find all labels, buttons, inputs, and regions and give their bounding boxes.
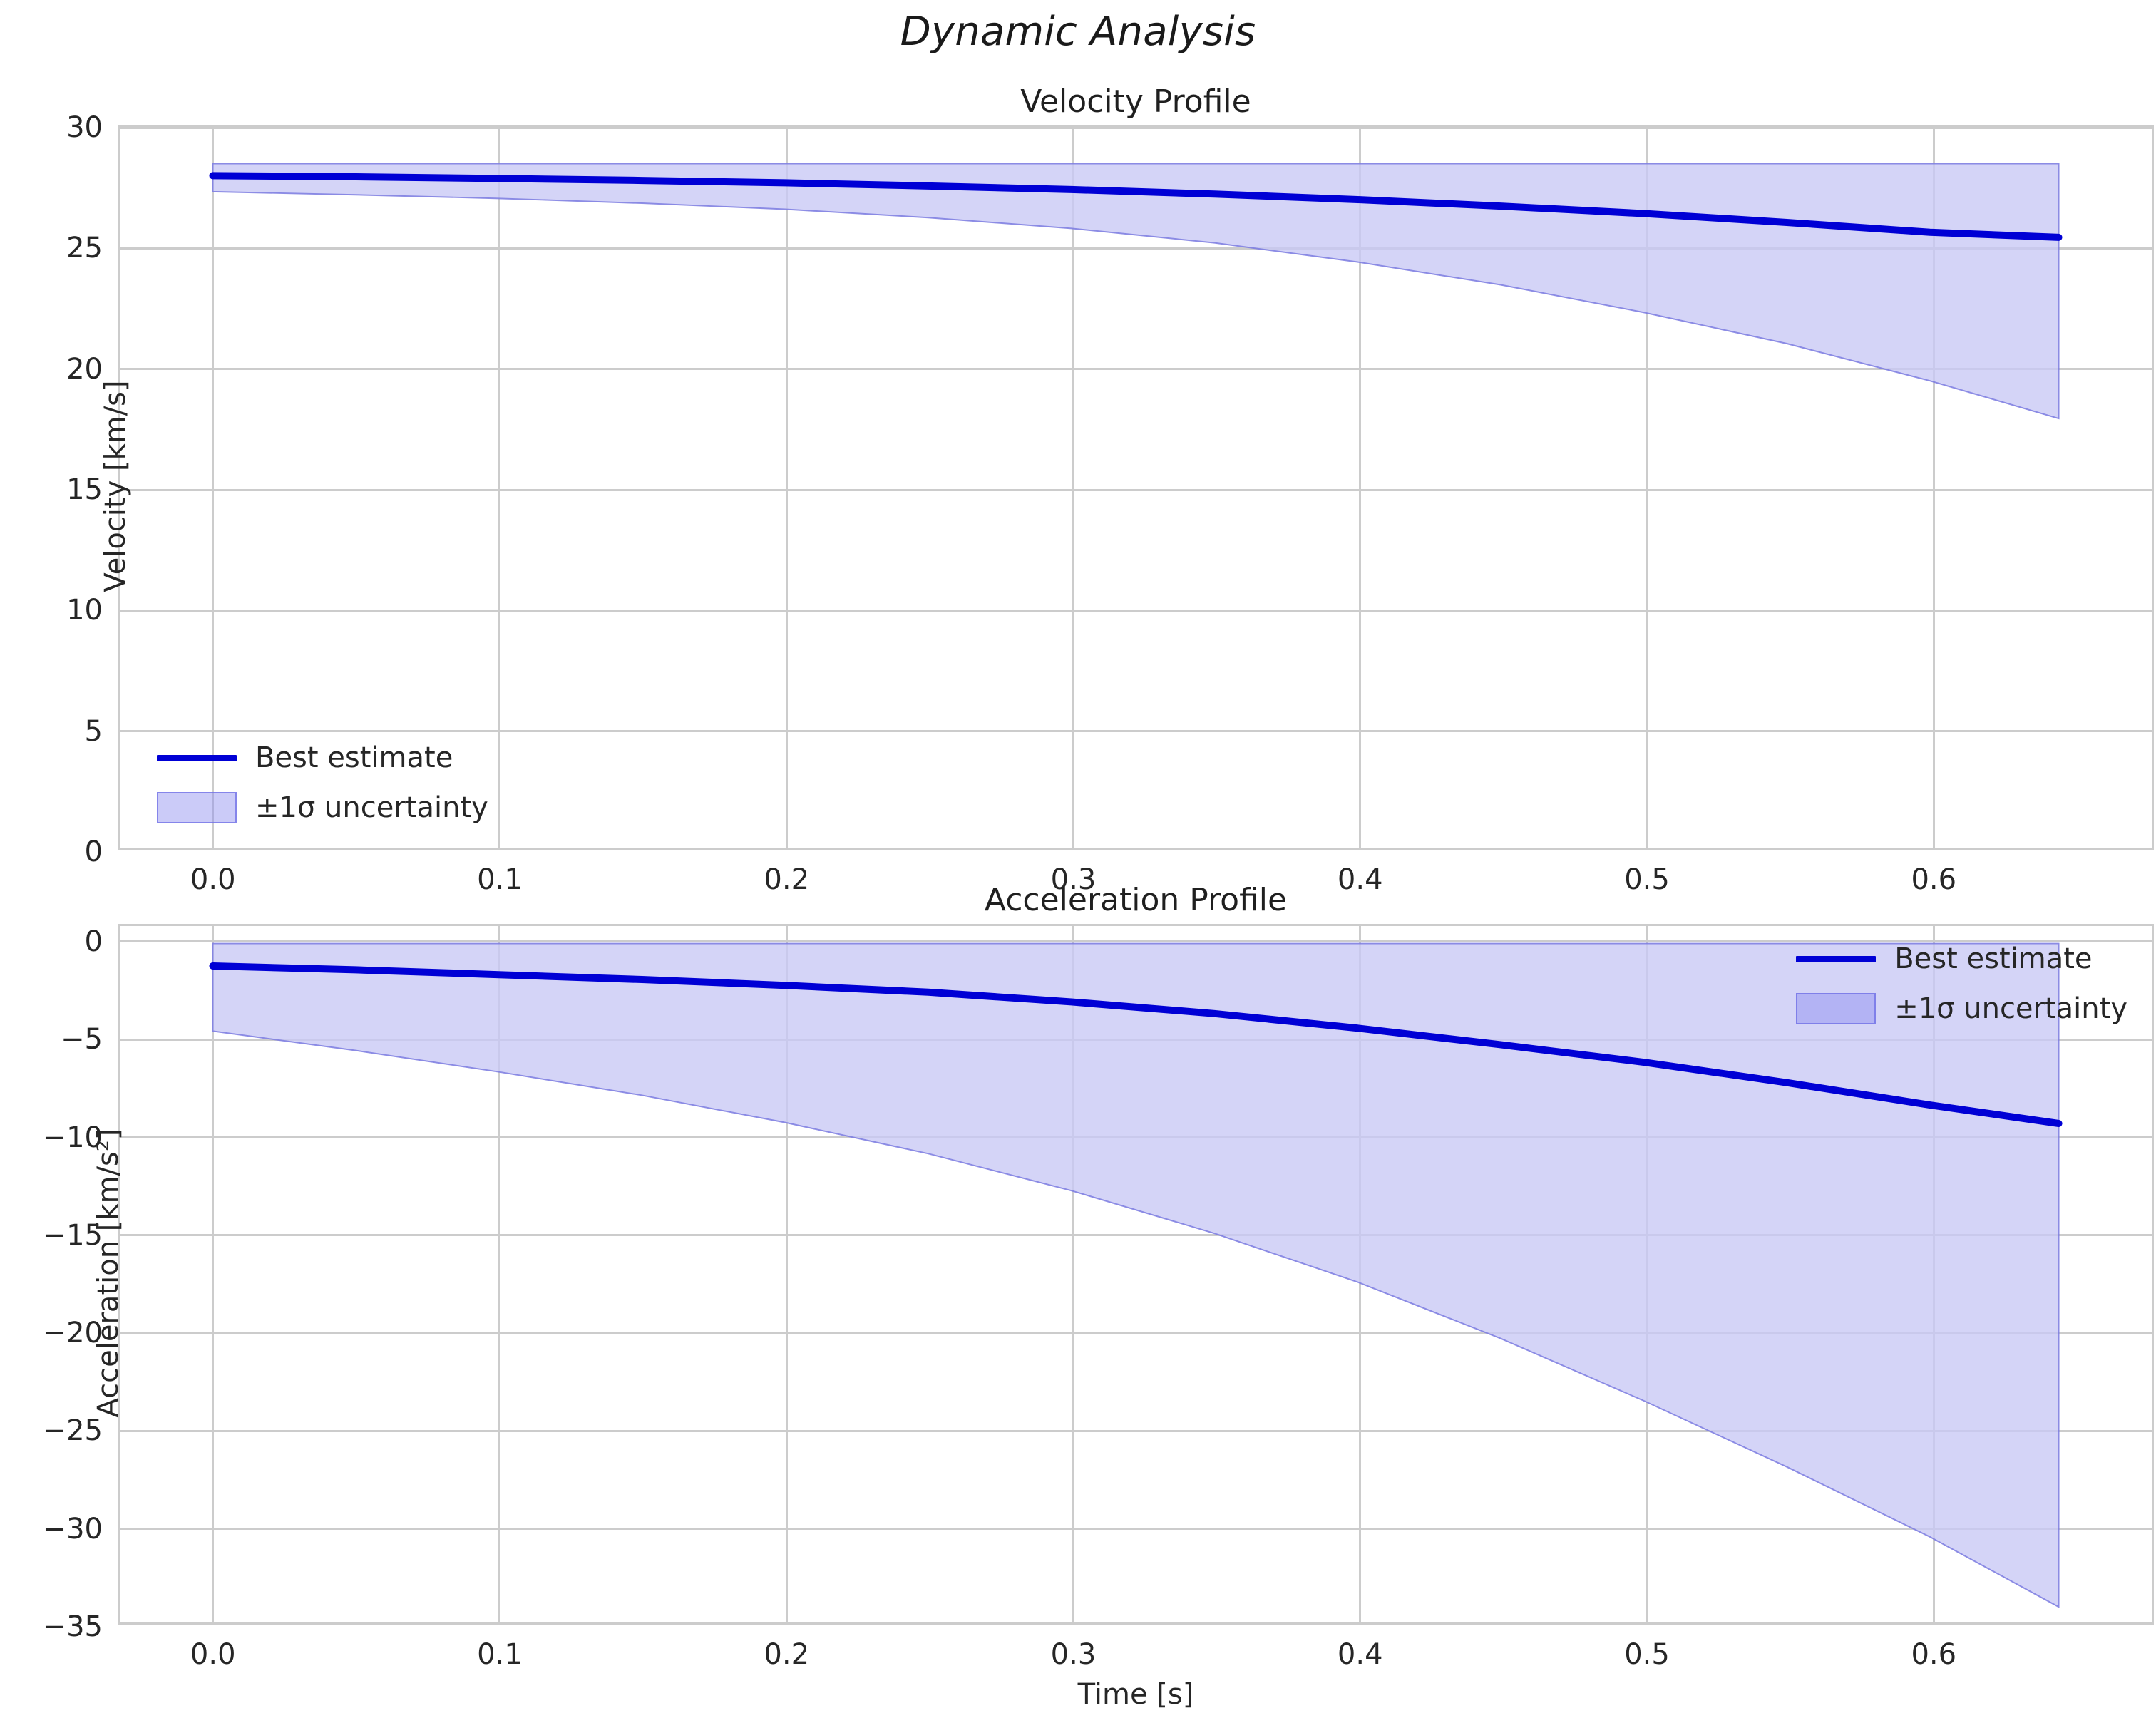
legend-label-uncertainty: ±1σ uncertainty	[255, 791, 488, 824]
gridline-vertical	[212, 926, 215, 1622]
gridline-horizontal	[120, 1332, 2152, 1334]
acceleration-y-axis-label: Acceleration [km/s²]	[92, 1128, 125, 1417]
acceleration-chart-graphic	[120, 942, 2152, 1608]
velocity-plot-inner	[120, 128, 2152, 848]
x-tick-label: 0.5	[1624, 863, 1670, 896]
x-tick-label: 0.6	[1911, 1638, 1957, 1671]
legend-line-swatch-icon	[1796, 955, 1877, 962]
legend-band-swatch-icon	[157, 792, 237, 823]
x-tick-label: 0.5	[1624, 1638, 1670, 1671]
x-tick-label: 0.3	[1050, 1638, 1097, 1671]
velocity-plot-title: Velocity Profile	[1020, 83, 1251, 120]
y-tick-label: 20	[66, 352, 103, 386]
gridline-vertical	[1932, 128, 1935, 848]
velocity-y-axis-label: Velocity [km/s]	[99, 380, 132, 592]
y-tick-label: 0	[84, 925, 103, 958]
acceleration-legend: Best estimate ±1σ uncertainty	[1789, 936, 2135, 1032]
best-estimate-line	[212, 175, 2058, 237]
x-tick-label: 0.4	[1337, 863, 1383, 896]
velocity-legend: Best estimate ±1σ uncertainty	[150, 735, 496, 830]
gridline-horizontal	[120, 1429, 2152, 1432]
gridline-vertical	[498, 128, 501, 848]
y-tick-label: −10	[42, 1121, 103, 1154]
uncertainty-band	[212, 163, 2060, 420]
acceleration-plot-axes: Acceleration Profile 0 −5 −10 −15 −20 −25 −30 −…	[43, 882, 2154, 1711]
x-tick-label: 0.2	[764, 1638, 810, 1671]
gridline-horizontal	[120, 609, 2152, 612]
gridline-vertical	[785, 128, 788, 848]
legend-line-swatch-icon	[157, 754, 237, 761]
legend-entry-best-estimate: Best estimate	[157, 739, 488, 776]
gridline-horizontal	[120, 1528, 2152, 1531]
velocity-plot-axes: Velocity Profile 0 5 10 15 20 25 30 0.0 0.1 0.2 0…	[66, 83, 2154, 896]
legend-band-swatch-icon	[1796, 993, 1877, 1024]
acceleration-plot-title: Acceleration Profile	[984, 882, 1288, 918]
velocity-chart-graphic	[120, 163, 2152, 420]
gridline-vertical	[785, 926, 788, 1622]
gridline-vertical	[1646, 128, 1648, 848]
best-estimate-line	[212, 966, 2058, 1123]
gridline-horizontal	[120, 940, 2152, 943]
legend-label-uncertainty: ±1σ uncertainty	[1894, 992, 2127, 1025]
gridline-horizontal	[120, 247, 2152, 250]
y-tick-label: −20	[42, 1317, 103, 1350]
gridline-horizontal	[120, 730, 2152, 733]
y-tick-label: −15	[42, 1218, 103, 1252]
x-tick-label: 0.2	[764, 863, 810, 896]
y-tick-label: 0	[84, 835, 103, 868]
x-tick-label: 0.3	[1050, 863, 1097, 896]
y-tick-label: −30	[42, 1512, 103, 1546]
gridline-horizontal	[120, 488, 2152, 491]
legend-label-best-estimate: Best estimate	[255, 741, 453, 774]
legend-entry-uncertainty: ±1σ uncertainty	[1796, 990, 2127, 1027]
gridline-vertical	[1072, 926, 1074, 1622]
figure-suptitle: Dynamic Analysis	[900, 9, 1256, 55]
x-tick-label: 0.0	[190, 1638, 236, 1671]
legend-entry-best-estimate: Best estimate	[1796, 940, 2127, 977]
gridline-horizontal	[120, 368, 2152, 371]
x-tick-label: 0.4	[1337, 1638, 1383, 1671]
y-tick-label: 15	[66, 473, 103, 506]
acceleration-x-axis-label: Time [s]	[1077, 1678, 1194, 1711]
legend-label-best-estimate: Best estimate	[1894, 942, 2093, 975]
x-tick-label: 0.6	[1911, 863, 1957, 896]
gridline-vertical	[1359, 128, 1362, 848]
x-tick-label: 0.0	[190, 863, 236, 896]
y-tick-label: 30	[66, 111, 103, 144]
y-tick-label: 25	[66, 232, 103, 265]
legend-entry-uncertainty: ±1σ uncertainty	[157, 789, 488, 826]
acceleration-plot-inner	[120, 926, 2152, 1622]
y-tick-label: −35	[42, 1610, 103, 1643]
gridline-vertical	[498, 926, 501, 1622]
gridline-vertical	[1072, 128, 1074, 848]
y-tick-label: −25	[42, 1414, 103, 1448]
y-tick-label: 5	[84, 714, 103, 748]
x-tick-label: 0.1	[477, 863, 523, 896]
y-tick-label: 10	[66, 594, 103, 627]
uncertainty-band	[212, 942, 2060, 1608]
gridline-vertical	[212, 128, 215, 848]
x-tick-label: 0.1	[477, 1638, 523, 1671]
gridline-horizontal	[120, 128, 2152, 129]
y-tick-label: −5	[61, 1023, 103, 1056]
gridline-horizontal	[120, 1234, 2152, 1237]
